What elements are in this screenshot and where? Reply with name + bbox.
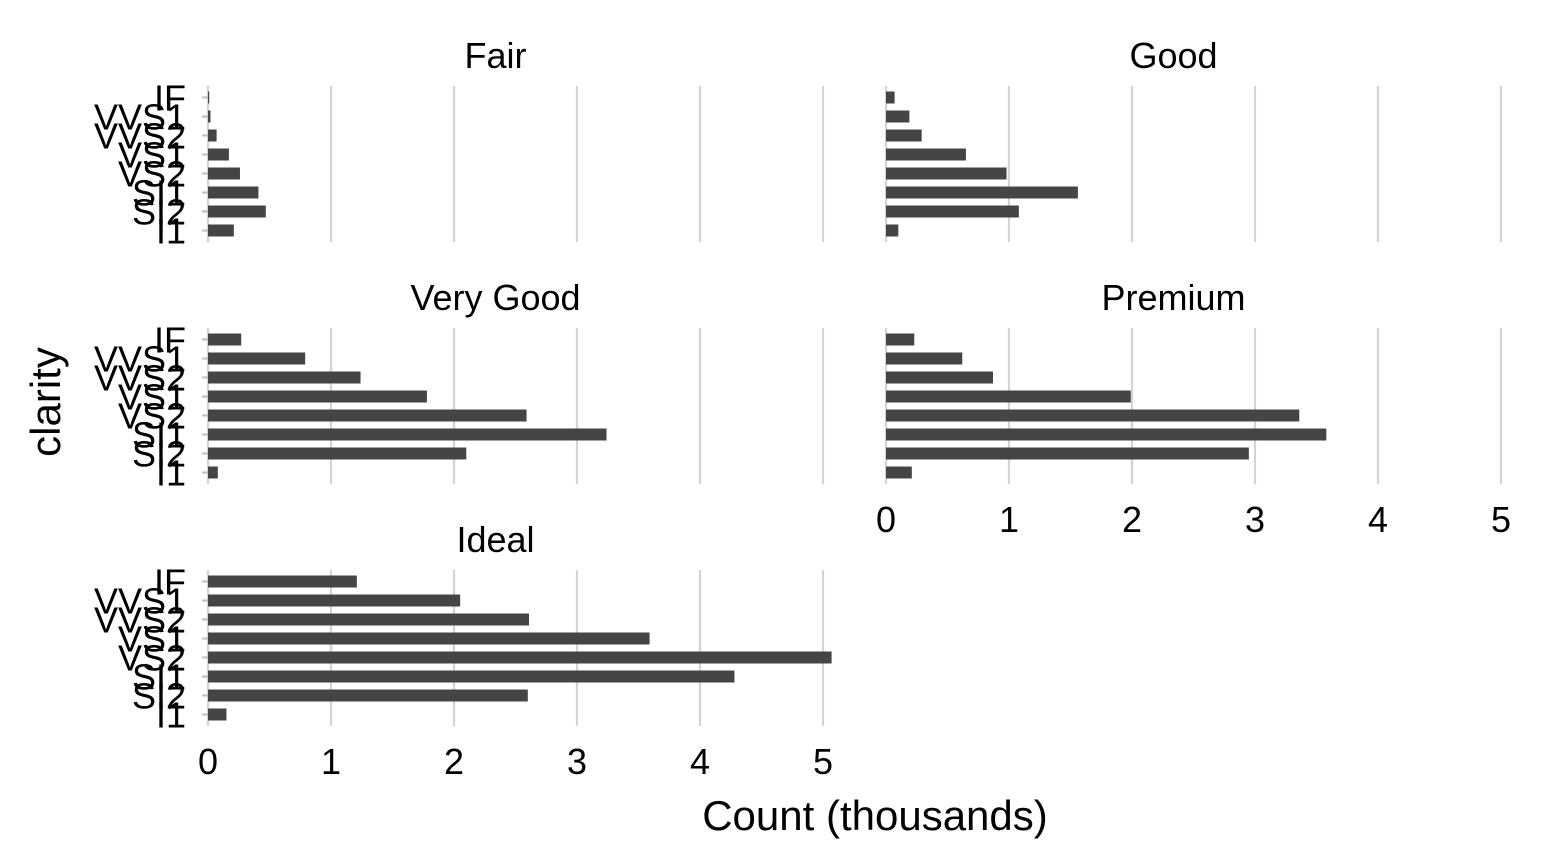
bar-si2 <box>208 447 467 460</box>
y-tick-label: VS1 <box>118 377 186 418</box>
bar-i1 <box>886 224 899 237</box>
y-tick-label: VS2 <box>118 396 186 437</box>
bar-si1 <box>208 186 259 199</box>
y-tick-label: IF <box>154 562 186 603</box>
y-tick-label: VS2 <box>118 638 186 679</box>
y-tick-label: SI2 <box>132 434 186 475</box>
bar-si2 <box>886 205 1019 218</box>
bar-si2 <box>208 689 528 702</box>
x-tick-label: 0 <box>198 741 218 782</box>
bar-vvs1 <box>208 110 211 123</box>
bar-si1 <box>886 186 1078 199</box>
y-tick-label: SI2 <box>132 676 186 717</box>
bar-si1 <box>886 428 1327 441</box>
y-tick-label: SI1 <box>132 657 186 698</box>
x-tick-label: 3 <box>1245 499 1265 540</box>
bar-vs2 <box>886 409 1300 422</box>
bar-i1 <box>208 466 218 479</box>
x-tick-label: 4 <box>690 741 710 782</box>
bar-vvs1 <box>886 352 963 365</box>
bar-vs2 <box>208 409 527 422</box>
bar-vs1 <box>208 390 427 403</box>
facet-title: Premium <box>1101 277 1245 318</box>
facet-title: Very Good <box>410 277 580 318</box>
y-tick-label: VS2 <box>118 154 186 195</box>
y-axis-title: clarity <box>22 347 69 457</box>
bar-vs1 <box>886 390 1131 403</box>
x-tick-label: 2 <box>1122 499 1142 540</box>
bar-si1 <box>208 428 607 441</box>
bar-if <box>208 91 210 104</box>
bar-if <box>886 91 895 104</box>
y-tick-label: SI1 <box>132 173 186 214</box>
bar-vvs1 <box>886 110 910 123</box>
bar-if <box>886 333 915 346</box>
y-tick-label: SI1 <box>132 415 186 456</box>
bar-si2 <box>208 205 266 218</box>
bar-vvs2 <box>208 129 217 142</box>
bar-vvs2 <box>886 371 994 384</box>
facet-title: Good <box>1129 35 1217 76</box>
y-tick-label: IF <box>154 320 186 361</box>
x-axis-title: Count (thousands) <box>702 792 1048 839</box>
y-tick-label: VVS1 <box>94 339 186 380</box>
bar-vs1 <box>208 632 650 645</box>
y-tick-label: VS1 <box>118 135 186 176</box>
y-tick-label: VVS1 <box>94 97 186 138</box>
bar-vs2 <box>886 167 1007 180</box>
x-tick-label: 2 <box>444 741 464 782</box>
x-tick-label: 0 <box>876 499 896 540</box>
bar-vs2 <box>208 651 832 664</box>
bar-vvs2 <box>208 613 530 626</box>
bar-vs1 <box>886 148 966 161</box>
facet-panel-good: Good <box>884 35 1503 242</box>
bar-vvs2 <box>886 129 922 142</box>
y-tick-label: SI2 <box>132 192 186 233</box>
bar-i1 <box>886 466 912 479</box>
facet-panel-premium: Premium 0 1 2 3 4 5 <box>876 277 1511 540</box>
y-tick-label: VVS2 <box>94 358 186 399</box>
y-tick-label: I1 <box>156 211 186 252</box>
bar-vvs1 <box>208 594 461 607</box>
y-tick-label: VVS1 <box>94 581 186 622</box>
bar-vs1 <box>208 148 229 161</box>
y-tick-label: IF <box>154 78 186 119</box>
bar-si2 <box>886 447 1249 460</box>
y-tick-label: VS1 <box>118 619 186 660</box>
y-tick-label: I1 <box>156 453 186 494</box>
x-tick-label: 5 <box>813 741 833 782</box>
bar-if <box>208 575 357 588</box>
bar-vvs1 <box>208 352 306 365</box>
facet-title: Fair <box>465 35 527 76</box>
x-tick-label: 1 <box>321 741 341 782</box>
y-tick-label: VVS2 <box>94 600 186 641</box>
facet-title: Ideal <box>456 519 534 560</box>
bar-vs2 <box>208 167 240 180</box>
y-tick-label: I1 <box>156 695 186 736</box>
x-tick-label: 1 <box>999 499 1019 540</box>
bar-if <box>208 333 242 346</box>
bar-i1 <box>208 224 234 237</box>
bar-si1 <box>208 670 735 683</box>
bar-vvs2 <box>208 371 361 384</box>
bar-i1 <box>208 708 227 721</box>
x-tick-label: 5 <box>1491 499 1511 540</box>
x-tick-label: 3 <box>567 741 587 782</box>
x-tick-label: 4 <box>1368 499 1388 540</box>
y-tick-label: VVS2 <box>94 116 186 157</box>
